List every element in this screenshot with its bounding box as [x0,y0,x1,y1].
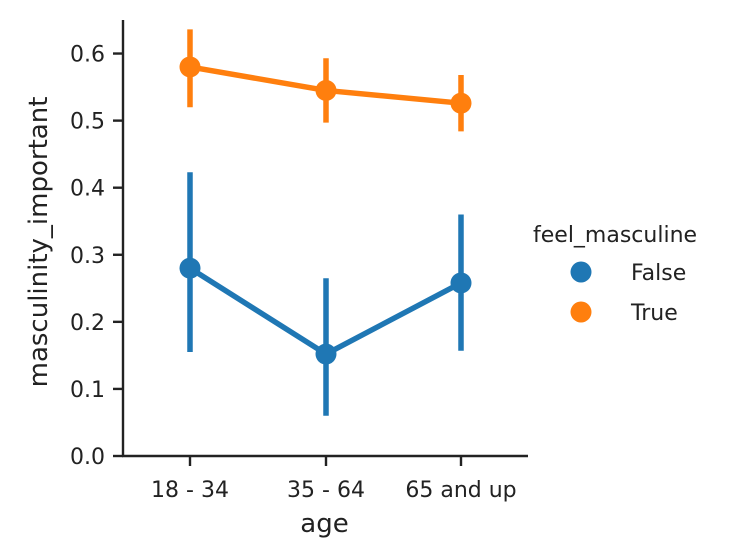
data-point [315,79,337,101]
legend-title: feel_masculine [533,223,697,248]
legend: feel_masculine False True [533,223,697,326]
data-point [450,272,472,294]
y-tick-label: 0.3 [70,244,105,269]
x-ticks: 18 - 34 35 - 64 65 and up [151,456,517,503]
y-tick-label: 0.2 [70,311,105,336]
data-point [179,56,201,78]
y-tick-label: 0.1 [70,378,105,403]
y-tick-label: 0.5 [70,110,105,135]
legend-marker [570,301,592,323]
legend-label: True [630,301,678,326]
series-true [179,29,472,132]
legend-label: False [631,261,686,286]
y-tick-label: 0.0 [70,445,105,470]
series-false [179,172,472,416]
y-tick-label: 0.4 [70,177,105,202]
legend-items: False True [570,261,686,326]
x-tick-label: 35 - 64 [287,478,365,503]
x-axis-label: age [300,509,348,539]
data-point [315,343,337,365]
legend-marker [570,261,592,283]
data-point [450,92,472,114]
y-axis-label: masculinity_important [24,97,54,388]
y-ticks: 0.0 0.1 0.2 0.3 0.4 0.5 0.6 [70,43,123,470]
x-tick-label: 65 and up [405,478,516,503]
data-point [179,257,201,279]
axes: 0.0 0.1 0.2 0.3 0.4 0.5 0.6 18 - 34 35 - 64 65 a… [24,20,528,539]
y-tick-label: 0.6 [70,43,105,68]
x-tick-label: 18 - 34 [151,478,229,503]
series-layer [179,29,472,416]
